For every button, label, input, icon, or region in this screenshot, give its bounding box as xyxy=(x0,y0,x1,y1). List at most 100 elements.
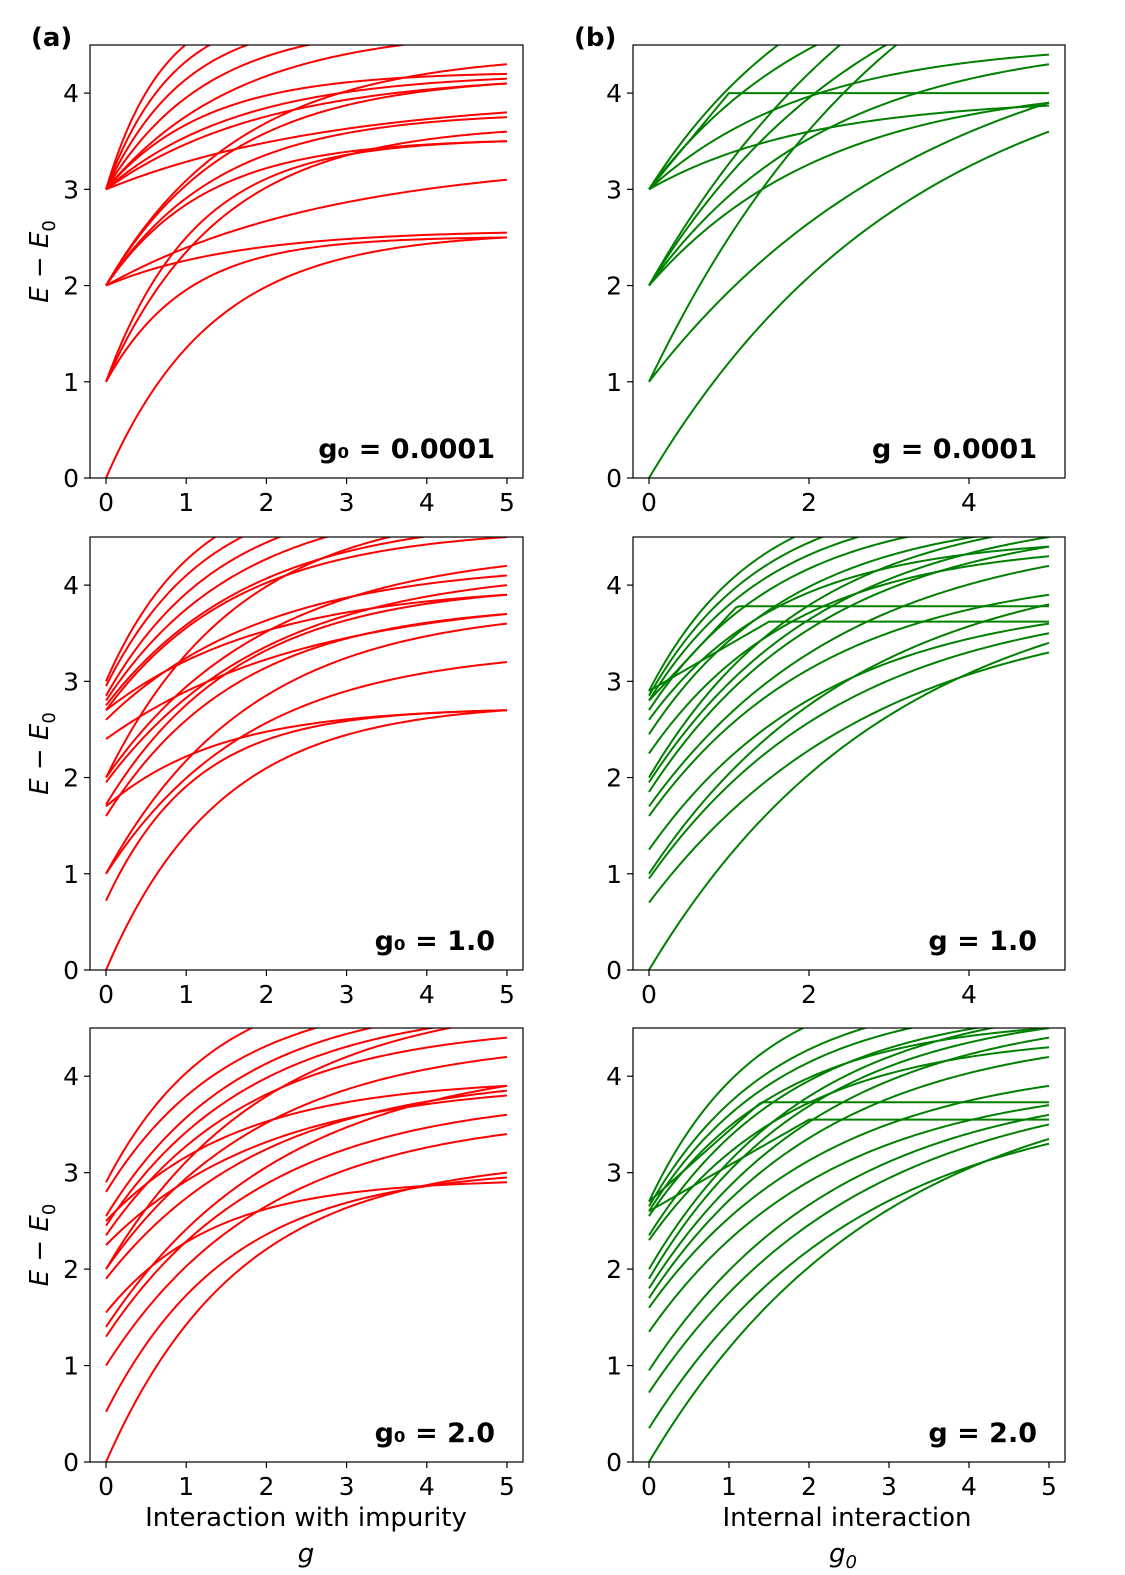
series-line-s17 xyxy=(105,45,250,190)
x-axis-label-left-symbol: g xyxy=(298,1539,315,1569)
series-group xyxy=(648,45,1050,478)
series-group xyxy=(105,1028,508,1462)
series-line-s14 xyxy=(648,1028,916,1212)
annotation-label: g₀ = 2.0 xyxy=(375,1418,495,1449)
series-line-s16 xyxy=(648,537,826,697)
series-line-s10 xyxy=(648,1028,997,1270)
y-tick-label: 3 xyxy=(63,1159,79,1188)
y-tick-label: 1 xyxy=(606,368,622,397)
x-tick-label: 3 xyxy=(881,1472,897,1501)
x-tick-label: 5 xyxy=(499,488,515,517)
y-tick-label: 2 xyxy=(606,764,622,793)
x-tick-label: 0 xyxy=(641,1472,657,1501)
x-tick-label: 4 xyxy=(419,980,435,1009)
series-line-s3 xyxy=(105,130,508,383)
series-line-s3 xyxy=(648,45,898,383)
x-tick-label: 4 xyxy=(961,488,977,517)
x-tick-label: 1 xyxy=(178,1472,194,1501)
y-tick-label: 4 xyxy=(63,571,79,600)
y-tick-label: 1 xyxy=(63,368,79,397)
series-line-s11 xyxy=(648,1046,1050,1241)
series-line-s5 xyxy=(648,63,1050,287)
x-tick-label: 3 xyxy=(339,980,355,1009)
series-line-s15 xyxy=(105,537,429,707)
series-line-s7 xyxy=(648,45,842,287)
series-line-s15 xyxy=(105,45,410,190)
y-tick-label: 2 xyxy=(63,272,79,301)
x-tick-label: 0 xyxy=(641,488,657,517)
series-line-s7 xyxy=(105,140,507,287)
series-line-s13 xyxy=(105,593,508,711)
series-line-s6 xyxy=(105,178,508,287)
series-line-s7 xyxy=(105,593,508,806)
y-tick-label: 1 xyxy=(63,1352,79,1381)
x-tick-label: 0 xyxy=(98,488,114,517)
series-line-s10 xyxy=(105,1094,508,1246)
x-tick-label: 2 xyxy=(801,1472,817,1501)
series-line-s2 xyxy=(648,651,1050,904)
y-axis-label-sub: 0 xyxy=(39,712,60,723)
series-line-s14 xyxy=(105,537,508,711)
series-line-s9 xyxy=(648,1028,1050,1280)
series-line-s13 xyxy=(648,1028,1050,1217)
y-axis-label-sub: 0 xyxy=(39,220,60,231)
series-line-s6 xyxy=(648,45,889,287)
series-line-s6 xyxy=(648,593,1050,817)
series-line-s14 xyxy=(105,1028,376,1217)
x-tick-label: 4 xyxy=(419,1472,435,1501)
y-tick-label: 1 xyxy=(606,1352,622,1381)
series-line-s10 xyxy=(648,537,997,779)
series-line-s1 xyxy=(648,1137,1050,1462)
y-tick-label: 3 xyxy=(63,667,79,696)
series-line-s6 xyxy=(648,1084,1050,1309)
series-line-s4 xyxy=(648,101,1050,287)
series-line-s3 xyxy=(648,632,1050,880)
series-line-s10 xyxy=(105,63,508,287)
x-tick-label: 4 xyxy=(961,980,977,1009)
series-line-s18 xyxy=(105,45,212,190)
plot-frame xyxy=(89,44,524,479)
series-line-s11 xyxy=(648,45,780,190)
series-line-s15 xyxy=(648,537,862,702)
annotation-label: g = 1.0 xyxy=(928,926,1037,957)
series-line-s16 xyxy=(105,537,330,702)
y-tick-label: 3 xyxy=(606,1159,622,1188)
series-line-s6 xyxy=(105,709,507,808)
y-axis-label: E − E0 xyxy=(25,220,60,303)
y-tick-label: 2 xyxy=(63,1255,79,1284)
plot-frame xyxy=(89,1027,524,1463)
series-line-s7 xyxy=(648,1055,1050,1299)
y-tick-label: 4 xyxy=(63,79,79,108)
y-tick-label: 2 xyxy=(606,272,622,301)
series-line-s16 xyxy=(105,1028,254,1183)
series-line-s1 xyxy=(105,1171,508,1462)
series-line-s2 xyxy=(105,1176,508,1413)
series-line-s9 xyxy=(648,53,1050,191)
series-line-s2 xyxy=(648,101,1050,383)
series-line-s14 xyxy=(105,72,507,190)
series-line-s6 xyxy=(105,1181,507,1314)
y-tick-label: 3 xyxy=(63,175,79,204)
chart-panel-5: 0 1 2 3 4 5 0 1 2 3 4 g = 2.0 xyxy=(606,1027,1066,1501)
y-tick-label: 3 xyxy=(606,175,622,204)
y-tick-label: 4 xyxy=(63,1062,79,1091)
series-line-s13 xyxy=(105,1084,508,1222)
panel-tag-a: (a) xyxy=(31,23,72,53)
series-group xyxy=(648,1028,1050,1462)
y-axis-label: E − E0 xyxy=(25,1204,60,1287)
x-tick-label: 4 xyxy=(419,488,435,517)
x-tick-label: 1 xyxy=(178,488,194,517)
x-tick-label: 2 xyxy=(801,488,817,517)
series-group xyxy=(648,537,1050,970)
x-axis-label-right: Internal interaction xyxy=(722,1503,971,1533)
y-axis-label: E − E0 xyxy=(25,712,60,795)
x-tick-label: 2 xyxy=(801,980,817,1009)
plot-frame xyxy=(632,536,1066,971)
x-tick-label: 1 xyxy=(721,1472,737,1501)
x-tick-label: 0 xyxy=(98,980,114,1009)
series-line-s18 xyxy=(648,1118,1049,1213)
x-tick-label: 2 xyxy=(258,980,274,1009)
